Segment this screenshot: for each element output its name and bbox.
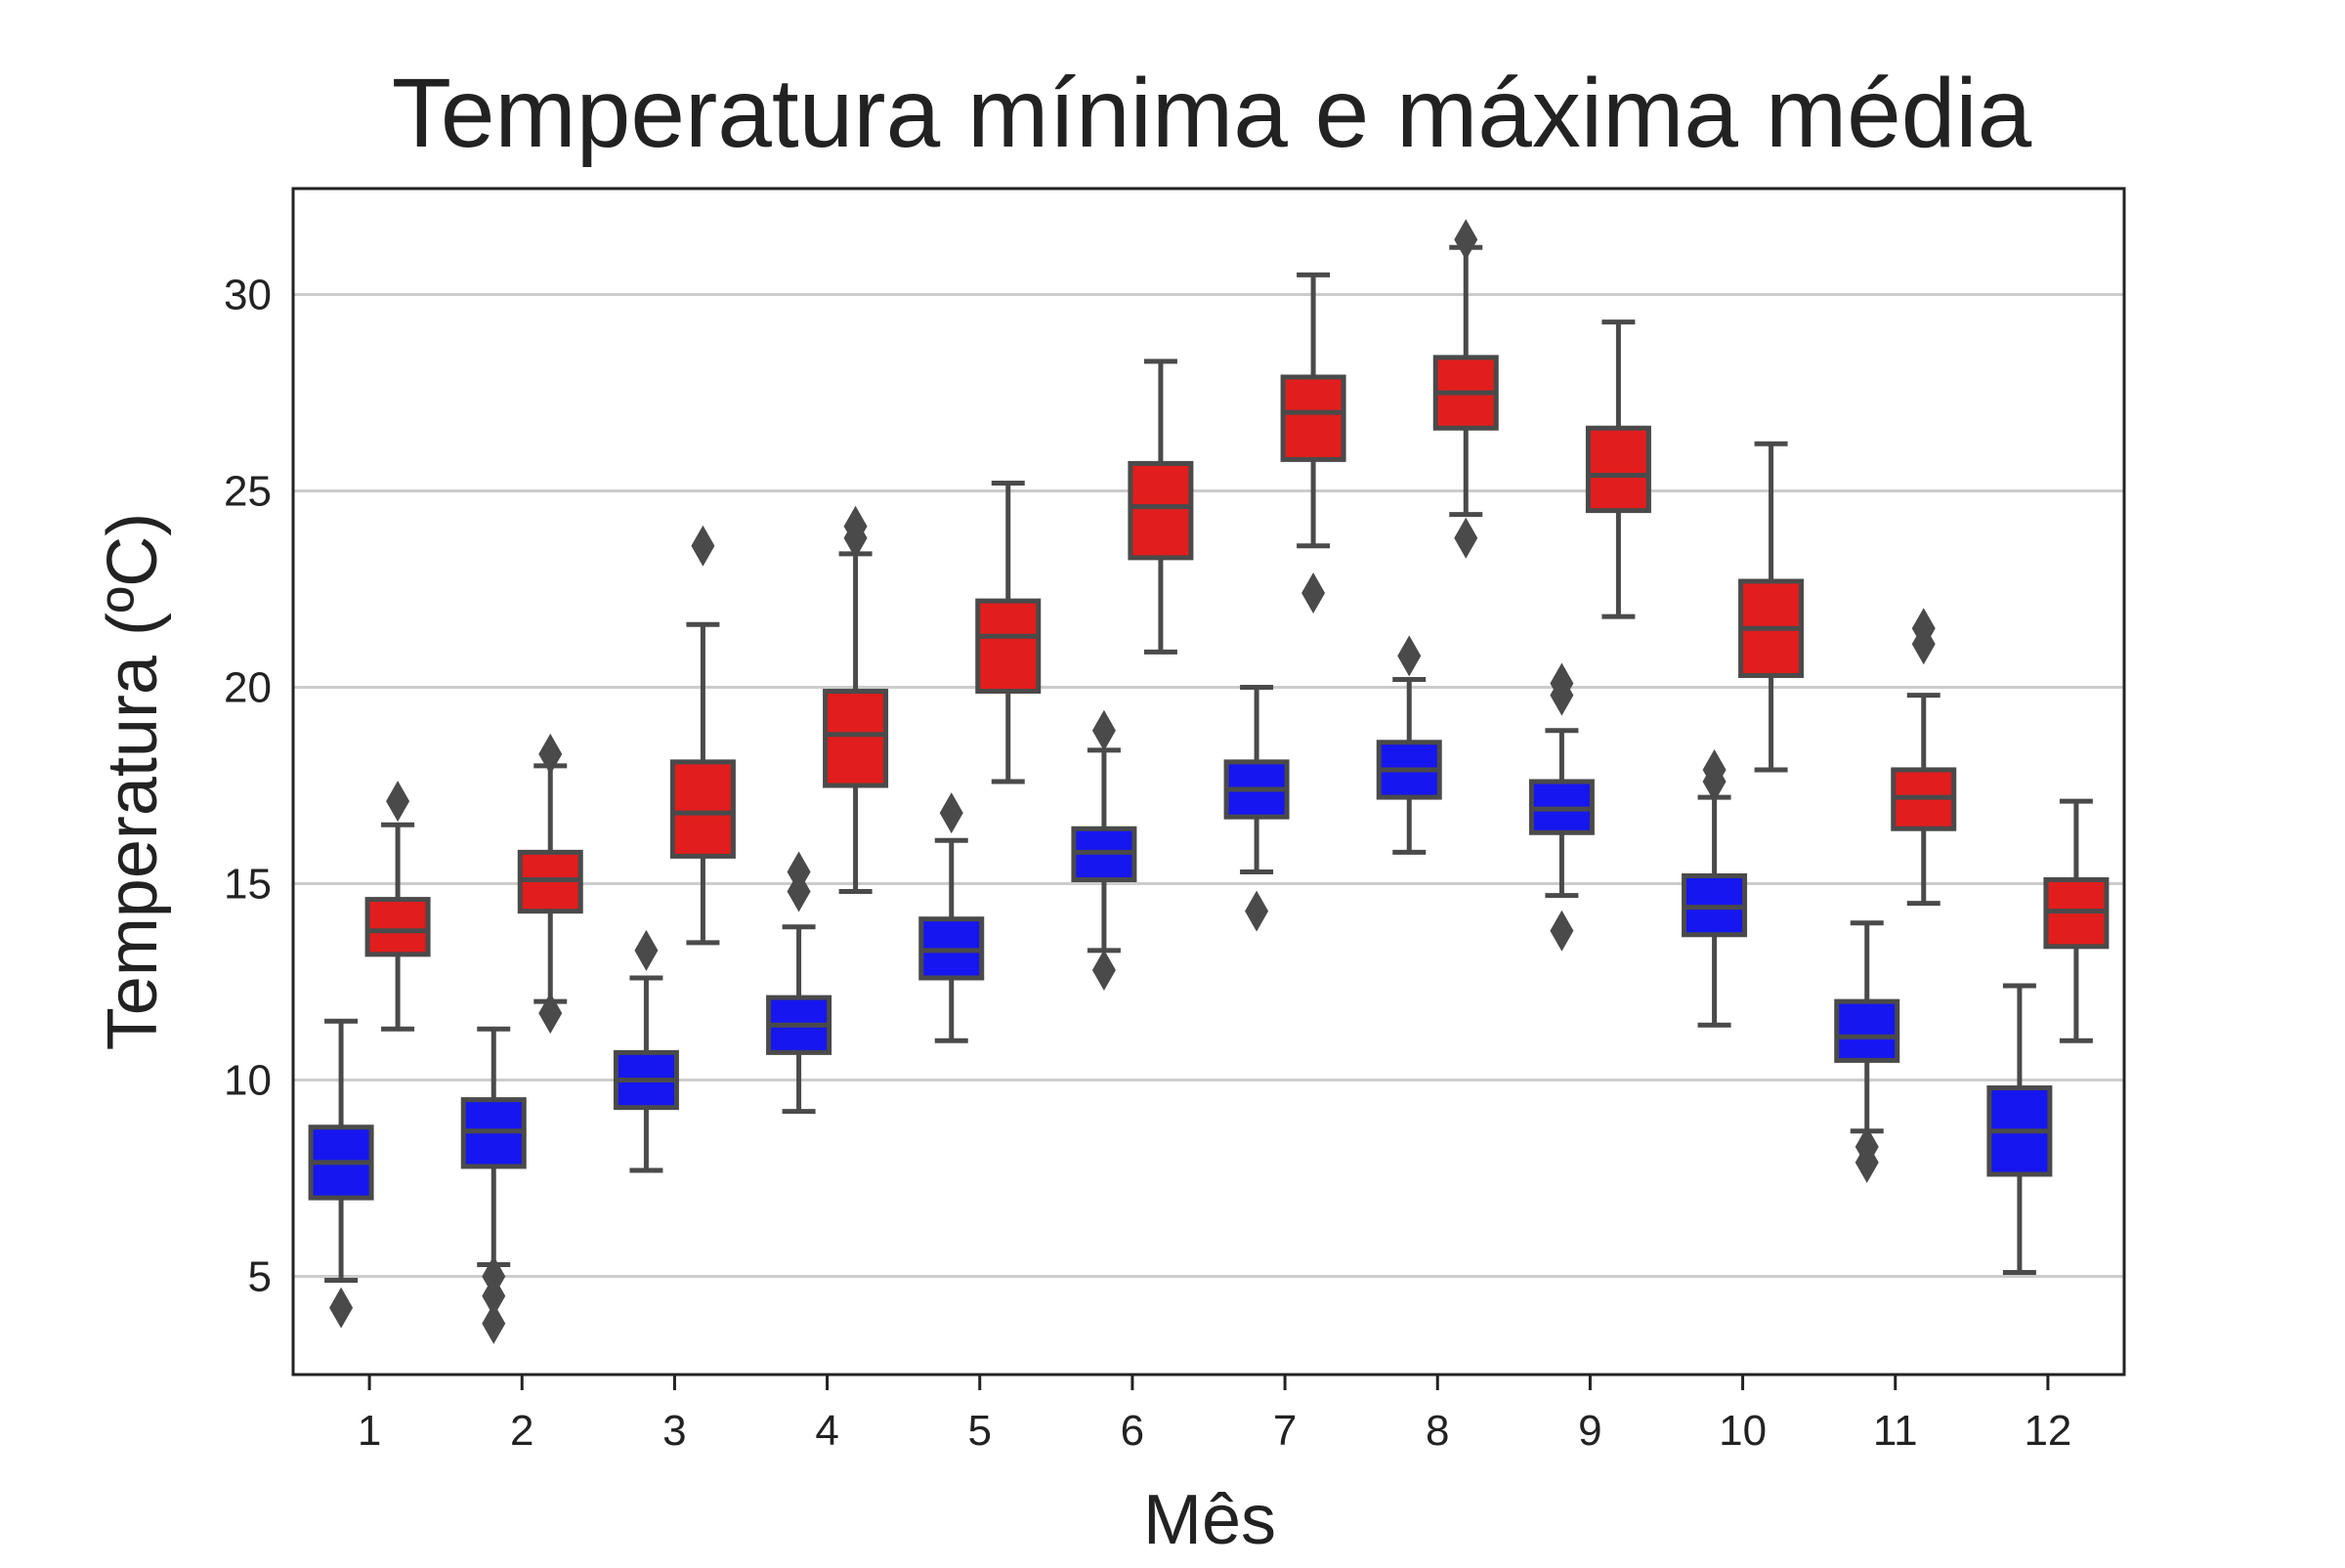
outlier-point <box>787 851 811 893</box>
box-min-5 <box>918 792 985 1043</box>
outlier-point <box>538 733 563 775</box>
outlier-point <box>1245 890 1269 932</box>
outlier-point <box>1702 748 1727 790</box>
box-max-3 <box>669 525 736 946</box>
outlier-point <box>1091 949 1116 991</box>
box-max-6 <box>1128 359 1194 655</box>
box-max-12 <box>2043 798 2110 1043</box>
x-tick-label: 10 <box>1719 1407 1767 1455</box>
chart-title: Temperatura mínima e máxima média <box>392 59 2032 168</box>
box-max-10 <box>1738 441 1805 773</box>
x-tick-label: 2 <box>510 1407 533 1455</box>
box-iqr <box>1585 425 1651 514</box>
x-tick-label: 11 <box>1873 1407 1918 1455</box>
box-iqr <box>1834 998 1900 1063</box>
box-plots <box>308 219 2110 1344</box>
box-min-10 <box>1682 748 1748 1028</box>
x-tick-label: 3 <box>662 1407 686 1455</box>
outlier-point <box>1301 572 1326 614</box>
box-max-5 <box>975 480 1042 784</box>
box-max-4 <box>823 505 889 895</box>
outlier-point <box>1855 1141 1879 1183</box>
y-tick-label: 15 <box>224 861 272 909</box>
x-tick-label: 12 <box>2024 1407 2071 1455</box>
box-min-12 <box>1986 983 2053 1275</box>
box-min-11 <box>1834 920 1900 1183</box>
outlier-point <box>329 1287 354 1329</box>
box-iqr <box>975 598 1042 695</box>
box-max-1 <box>364 781 431 1032</box>
x-tick-label: 7 <box>1273 1407 1297 1455</box>
box-min-2 <box>460 1026 527 1344</box>
y-tick-label: 25 <box>224 468 272 516</box>
box-min-4 <box>766 851 832 1115</box>
outlier-point <box>843 505 868 547</box>
outlier-point <box>1550 910 1574 952</box>
y-tick-label: 30 <box>224 272 272 319</box>
outlier-point <box>482 1302 506 1344</box>
box-iqr <box>1280 374 1346 462</box>
outlier-point <box>1454 219 1478 261</box>
box-max-2 <box>517 733 583 1035</box>
box-min-8 <box>1376 635 1442 855</box>
plot-frame <box>291 187 2126 1377</box>
box-iqr <box>823 689 889 788</box>
outlier-point <box>1091 709 1116 751</box>
x-axis-label: Mês <box>1143 1481 1276 1559</box>
box-min-3 <box>613 929 679 1173</box>
box-max-8 <box>1432 219 1499 559</box>
outlier-point <box>691 525 715 567</box>
x-tick-label: 5 <box>968 1407 992 1455</box>
x-tick-label: 1 <box>358 1407 381 1455</box>
x-tick-label: 6 <box>1121 1407 1144 1455</box>
outlier-point <box>1454 517 1478 559</box>
box-min-1 <box>308 1018 374 1329</box>
box-min-6 <box>1071 709 1137 991</box>
y-axis-label: Temperatura (ºC) <box>94 513 172 1050</box>
outlier-point <box>1550 662 1574 704</box>
outlier-point <box>386 781 410 823</box>
y-tick-label: 5 <box>248 1253 272 1301</box>
y-tick-label: 10 <box>224 1057 272 1105</box>
box-min-7 <box>1223 685 1290 932</box>
box-min-9 <box>1528 662 1595 952</box>
box-iqr <box>1128 460 1194 561</box>
box-max-11 <box>1891 608 1957 907</box>
box-iqr <box>364 897 431 957</box>
y-tick-label: 20 <box>224 664 272 712</box>
outlier-point <box>1397 635 1422 677</box>
box-max-9 <box>1585 319 1651 619</box>
outlier-point <box>939 792 963 834</box>
outlier-point <box>538 993 563 1035</box>
x-tick-label: 4 <box>815 1407 838 1455</box>
outlier-point <box>482 1275 506 1317</box>
box-iqr <box>669 759 736 859</box>
grid-lines <box>293 293 2124 1279</box>
x-tick-label: 9 <box>1578 1407 1601 1455</box>
x-tick-label: 8 <box>1426 1407 1449 1455</box>
box-max-7 <box>1280 272 1346 614</box>
outlier-point <box>1911 608 1936 650</box>
outlier-point <box>634 929 659 971</box>
